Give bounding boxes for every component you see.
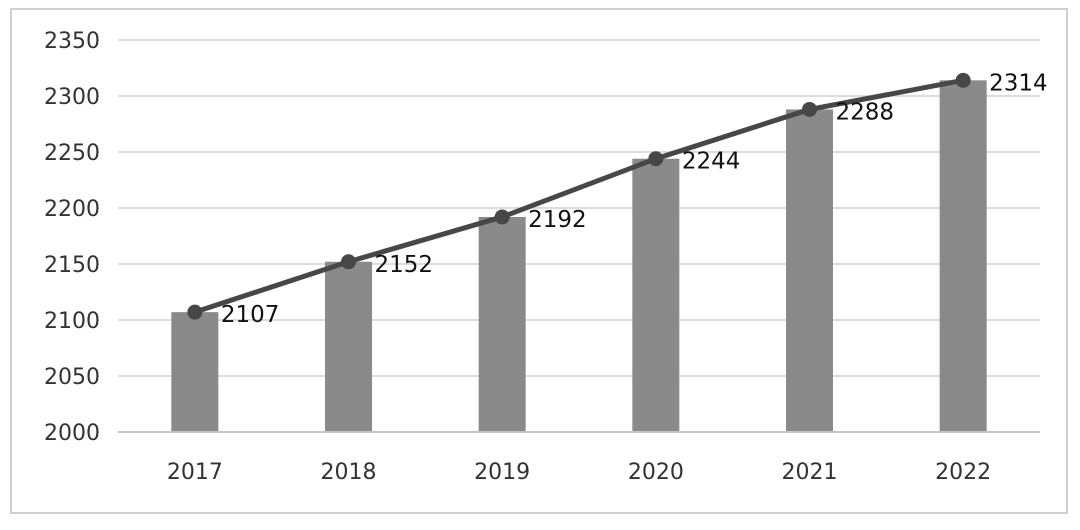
bar-2020	[632, 158, 680, 432]
y-tick-label: 2250	[44, 141, 100, 166]
y-tick-label: 2200	[44, 197, 100, 222]
point-2018	[341, 254, 356, 270]
point-2022	[955, 72, 971, 88]
x-tick-label: 2021	[782, 460, 838, 485]
point-2019	[494, 209, 510, 225]
series-line	[192, 77, 966, 315]
bar-2021	[786, 109, 833, 432]
x-tick-label: 2022	[935, 460, 991, 485]
y-tick-label: 2350	[44, 29, 100, 54]
bar-2022	[939, 80, 987, 432]
point-2020	[648, 151, 664, 167]
x-tick-label: 2017	[167, 460, 223, 485]
y-tick-label: 2300	[44, 85, 100, 110]
data-label-2019: 2192	[528, 207, 587, 233]
data-label-2022: 2314	[989, 70, 1048, 96]
data-label-2018: 2152	[375, 252, 434, 278]
x-tick-label: 2019	[474, 460, 530, 485]
y-axis-tick-labels: 2000 2050 2100 2150 2200 2250 2300 2350	[44, 29, 100, 446]
point-2017	[187, 304, 203, 320]
y-tick-label: 2100	[44, 309, 100, 334]
data-label-2021: 2288	[836, 99, 895, 125]
x-tick-label: 2018	[321, 460, 377, 485]
point-2021	[802, 101, 817, 117]
bar-series	[171, 80, 987, 432]
y-tick-label: 2050	[44, 365, 100, 390]
y-tick-label: 2150	[44, 253, 100, 278]
line-series	[192, 77, 966, 315]
data-label-2020: 2244	[682, 149, 741, 175]
y-tick-label: 2000	[44, 421, 100, 446]
x-axis-tick-labels: 2017 2018 2019 2020 2021 2022	[167, 460, 991, 485]
x-tick-label: 2020	[628, 460, 684, 485]
data-label-2017: 2107	[221, 302, 280, 328]
bar-2018	[325, 261, 372, 432]
line-points	[187, 72, 971, 320]
bar-2019	[478, 216, 526, 432]
data-labels: 2107 2152 2192 2244 2288 2314	[221, 70, 1048, 328]
bar-2017	[171, 312, 219, 432]
